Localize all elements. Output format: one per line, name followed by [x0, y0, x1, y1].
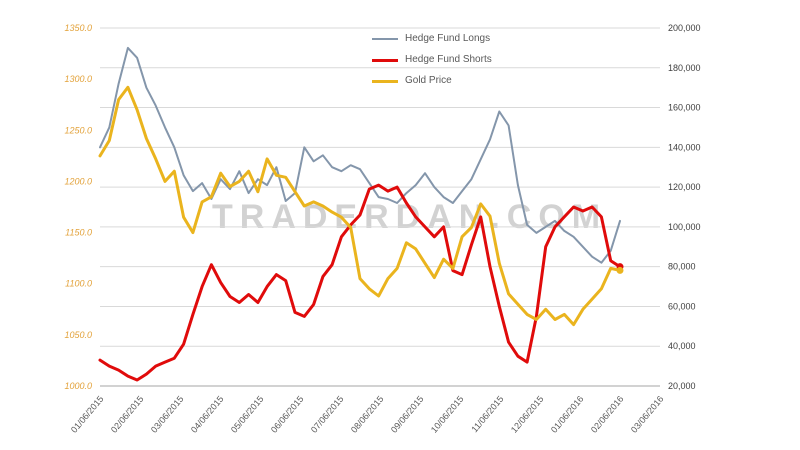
left-axis-tick-label: 1300.0: [64, 74, 92, 84]
x-axis-tick-label: 10/06/2015: [429, 394, 466, 435]
legend-line-swatch-longs: [372, 38, 398, 40]
legend-label-longs: Hedge Fund Longs: [405, 33, 491, 44]
right-axis-tick-label: 40,000: [668, 341, 696, 351]
left-axis-tick-label: 1250.0: [64, 125, 92, 135]
x-axis-tick-label: 09/06/2015: [389, 394, 426, 435]
right-axis-tick-label: 100,000: [668, 222, 701, 232]
series-end-marker-gold-price: [616, 266, 624, 274]
right-axis-tick-label: 160,000: [668, 103, 701, 113]
legend-item-gold-price: Gold Price: [372, 76, 492, 86]
right-axis-tick-label: 120,000: [668, 182, 701, 192]
x-axis-tick-label: 02/06/2015: [109, 394, 146, 435]
legend-line-swatch-gold: [372, 79, 398, 83]
right-axis-tick-label: 140,000: [668, 142, 701, 152]
legend-item-hedge-fund-shorts: Hedge Fund Shorts: [372, 55, 492, 65]
x-axis-tick-label: 01/06/2015: [69, 394, 106, 435]
left-axis-tick-label: 1100.0: [65, 279, 92, 289]
x-axis-tick-label: 03/06/2015: [149, 394, 186, 435]
x-axis-tick-label: 04/06/2015: [189, 394, 226, 435]
x-axis-tick-label: 01/06/2016: [549, 394, 586, 435]
legend-item-hedge-fund-longs: Hedge Fund Longs: [372, 34, 492, 44]
right-axis-tick-label: 200,000: [668, 23, 701, 33]
left-axis-tick-label: 1050.0: [64, 330, 92, 340]
x-axis-tick-label: 11/06/2015: [469, 394, 505, 434]
x-axis-tick-label: 07/06/2015: [309, 394, 346, 435]
right-axis-tick-label: 80,000: [668, 262, 696, 272]
series-line-hedge-fund-shorts: [98, 183, 622, 382]
left-axis-tick-label: 1150.0: [65, 228, 92, 238]
left-axis-tick-label: 1350.0: [64, 23, 92, 33]
series-line-gold-price: [98, 85, 622, 327]
x-axis-tick-label: 06/06/2015: [269, 394, 306, 435]
left-axis-tick-label: 1200.0: [64, 176, 92, 186]
series-line-hedge-fund-longs: [99, 46, 621, 264]
legend-label-gold: Gold Price: [405, 75, 452, 86]
legend-label-shorts: Hedge Fund Shorts: [405, 54, 492, 65]
chart-legend: Hedge Fund Longs Hedge Fund Shorts Gold …: [372, 34, 492, 86]
left-axis-tick-label: 1000.0: [64, 381, 92, 391]
legend-line-swatch-shorts: [372, 58, 398, 62]
x-axis-tick-label: 02/06/2016: [589, 394, 626, 435]
right-axis-tick-label: 20,000: [668, 381, 696, 391]
x-axis-tick-label: 05/06/2015: [229, 394, 266, 435]
right-axis-tick-label: 60,000: [668, 301, 696, 311]
x-axis-tick-label: 12/06/2015: [509, 394, 546, 435]
x-axis-tick-label: 03/06/2016: [629, 394, 666, 435]
right-axis-tick-label: 180,000: [668, 63, 701, 73]
x-axis-tick-label: 08/06/2015: [349, 394, 386, 435]
